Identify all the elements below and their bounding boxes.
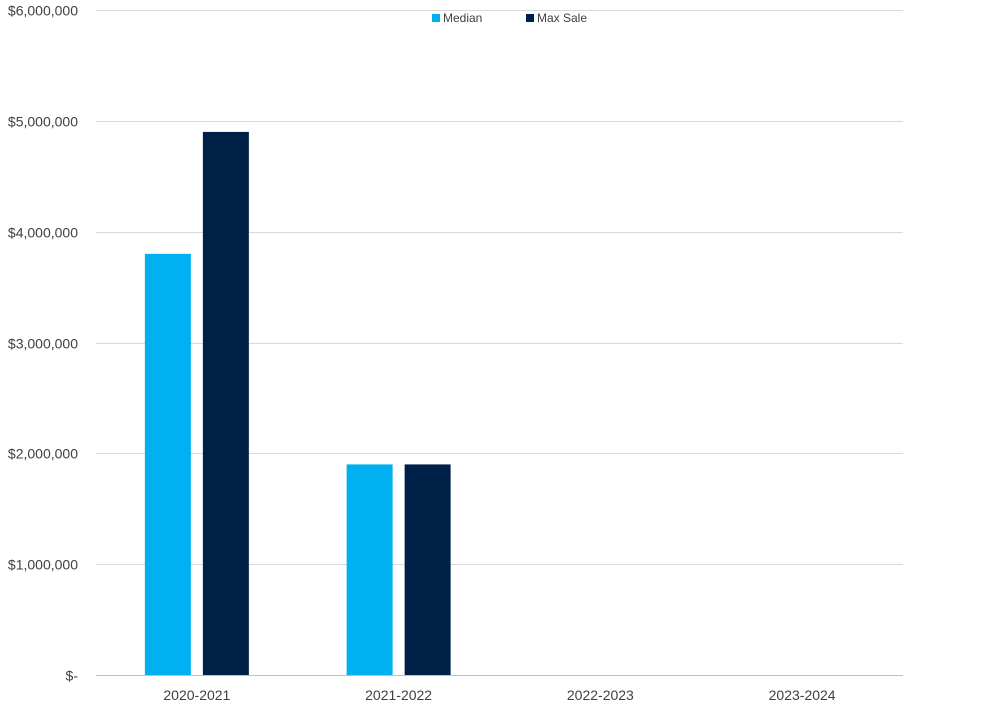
legend-swatch bbox=[526, 14, 534, 22]
x-tick-label: 2022-2023 bbox=[567, 687, 634, 703]
legend-label: Median bbox=[443, 11, 482, 25]
x-tick-label: 2021-2022 bbox=[365, 687, 432, 703]
x-tick-label: 2023-2024 bbox=[769, 687, 836, 703]
x-tick-label: 2020-2021 bbox=[163, 687, 230, 703]
y-tick-label: $2,000,000 bbox=[8, 446, 78, 462]
y-tick-label: $6,000,000 bbox=[8, 3, 78, 19]
y-tick-label: $- bbox=[66, 668, 79, 684]
y-tick-label: $4,000,000 bbox=[8, 225, 78, 241]
legend: Median Max Sale bbox=[432, 11, 587, 25]
y-tick-label: $5,000,000 bbox=[8, 114, 78, 130]
bar-max-sale-2020-2021 bbox=[202, 131, 249, 675]
bars bbox=[144, 131, 451, 676]
bar-max-sale-2021-2022 bbox=[404, 464, 451, 675]
bar-median-2021-2022 bbox=[346, 464, 393, 675]
legend-swatch bbox=[432, 14, 440, 22]
y-tick-label: $1,000,000 bbox=[8, 557, 78, 573]
bar-median-2020-2021 bbox=[144, 253, 191, 676]
legend-label: Max Sale bbox=[537, 11, 587, 25]
y-axis-tick-labels: $- $1,000,000 $2,000,000 $3,000,000 $4,000,0… bbox=[8, 3, 78, 684]
y-tick-label: $3,000,000 bbox=[8, 336, 78, 352]
x-axis-tick-labels: 2020-2021 2021-2022 2022-2023 2023-2024 bbox=[163, 687, 835, 703]
